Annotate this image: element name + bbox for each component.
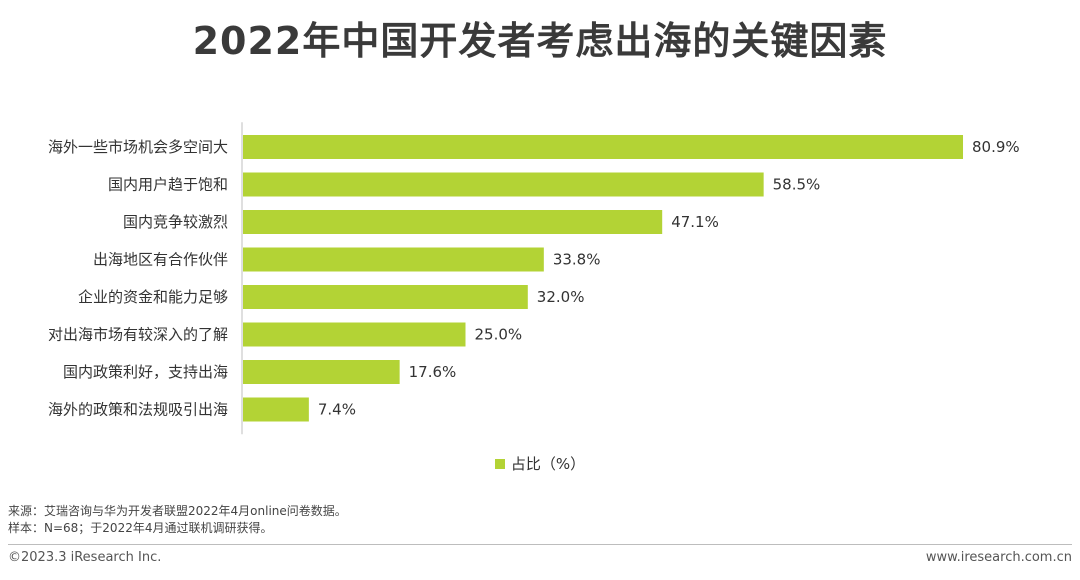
category-label: 海外的政策和法规吸引出海 [48,401,228,419]
copyright: ©2023.3 iResearch Inc. [8,550,162,565]
category-label: 国内政策利好，支持出海 [63,363,228,381]
value-label: 33.8% [553,251,601,269]
category-label: 对出海市场有较深入的了解 [48,326,228,344]
value-label: 32.0% [537,288,585,306]
value-label: 47.1% [671,213,719,231]
bar [243,210,663,234]
value-label: 7.4% [318,401,356,419]
legend: 占比（%） [0,453,1080,474]
category-label: 国内竞争较激烈 [123,213,228,231]
bar [243,322,466,347]
value-label: 17.6% [409,363,457,381]
category-label: 企业的资金和能力足够 [78,288,228,306]
source-note: 来源：艾瑞咨询与华为开发者联盟2022年4月online问卷数据。 [8,504,347,518]
value-label: 80.9% [972,138,1020,156]
legend-swatch [494,458,505,469]
footnotes: 来源：艾瑞咨询与华为开发者联盟2022年4月online问卷数据。 样本：N=6… [8,503,347,537]
sample-note: 样本：N=68；于2022年4月通过联机调研获得。 [8,521,273,535]
value-label: 25.0% [475,326,523,344]
bar [243,172,764,197]
bar [243,397,309,422]
category-label: 国内用户趋于饱和 [108,176,228,194]
footer-divider [8,544,1072,545]
chart-title: 2022年中国开发者考虑出海的关键因素 [192,19,888,63]
bar [243,135,964,159]
category-label: 海外一些市场机会多空间大 [48,138,228,156]
category-label: 出海地区有合作伙伴 [93,251,228,269]
legend-label: 占比（%） [510,455,586,473]
bar [243,247,544,272]
value-label: 58.5% [773,176,821,194]
bar [243,360,400,384]
bar-chart: 海外一些市场机会多空间大 80.9% 国内用户趋于饱和 58.5% 国内竞争较激烈 47.… [48,122,1020,435]
bar [243,285,528,309]
website-link[interactable]: www.iresearch.com.cn [925,550,1072,565]
